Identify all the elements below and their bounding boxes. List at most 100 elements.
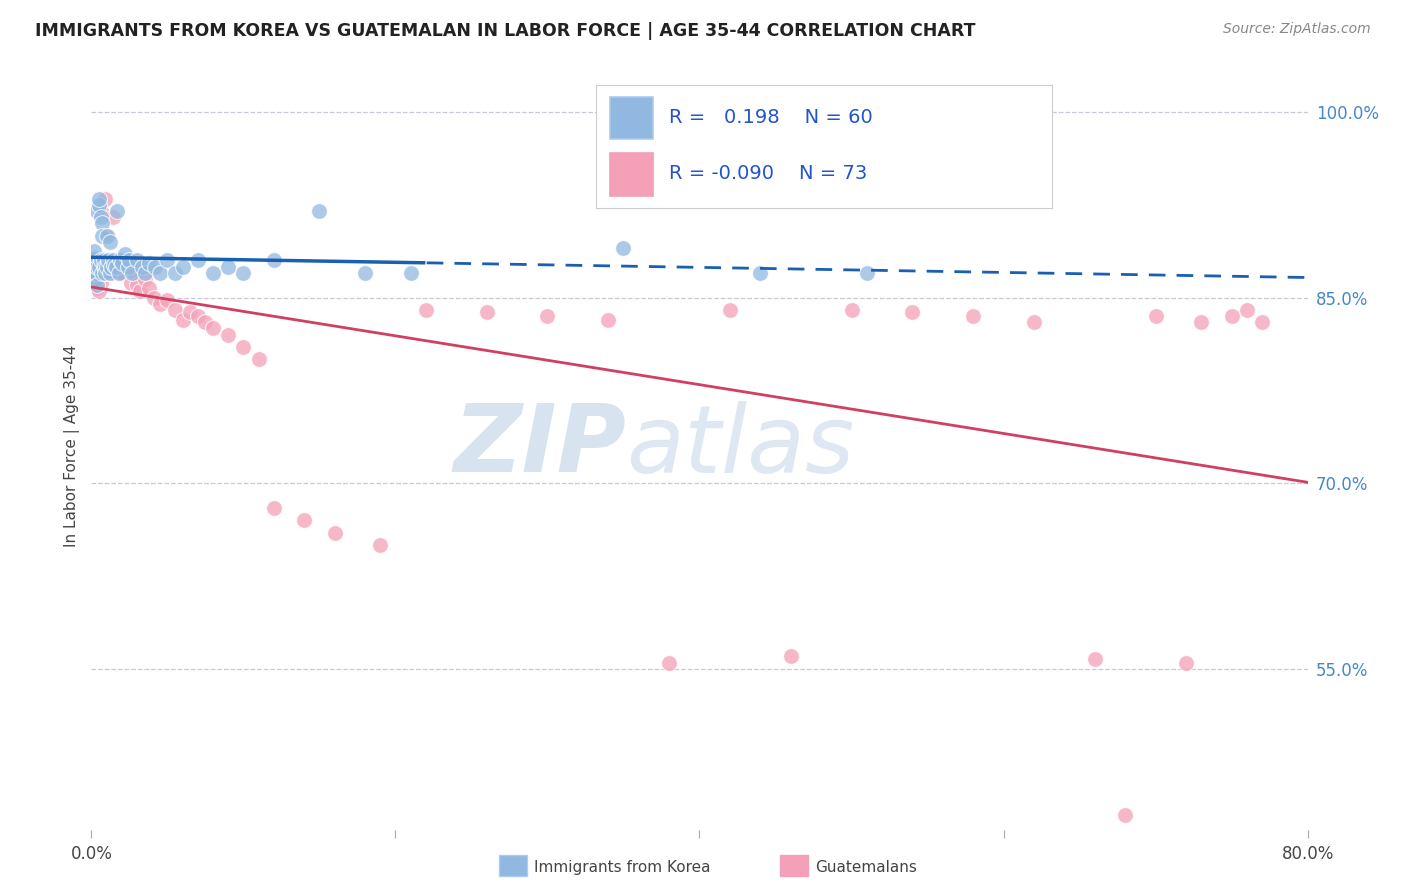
Point <box>91 266 114 280</box>
Point <box>87 260 110 274</box>
Point <box>194 315 217 329</box>
Point <box>114 253 136 268</box>
Point <box>93 253 115 268</box>
Point <box>84 266 107 280</box>
Point <box>87 192 110 206</box>
Point <box>82 260 104 274</box>
Point <box>143 260 166 274</box>
Point <box>98 235 121 249</box>
Point <box>202 266 225 280</box>
Text: Immigrants from Korea: Immigrants from Korea <box>534 860 711 874</box>
Point <box>1189 315 1212 329</box>
Point <box>232 266 254 280</box>
Point <box>354 266 377 280</box>
Point <box>100 260 122 274</box>
Point <box>217 327 239 342</box>
Point <box>901 305 924 319</box>
Point <box>104 260 127 274</box>
Point <box>598 313 620 327</box>
Point <box>156 253 179 268</box>
Point <box>149 266 172 280</box>
Point <box>86 260 108 274</box>
Point <box>87 285 110 299</box>
Point <box>89 210 111 224</box>
Point <box>1174 656 1197 670</box>
Point <box>83 272 105 286</box>
Point <box>107 266 129 280</box>
Point <box>149 296 172 310</box>
Point <box>163 266 186 280</box>
Point <box>107 266 129 280</box>
Point <box>536 309 558 323</box>
Point <box>105 203 128 218</box>
Point <box>308 203 330 218</box>
Point <box>100 260 122 274</box>
Point <box>91 266 114 280</box>
Point <box>84 256 107 270</box>
Y-axis label: In Labor Force | Age 35-44: In Labor Force | Age 35-44 <box>65 345 80 547</box>
Point <box>163 302 186 317</box>
Text: IMMIGRANTS FROM KOREA VS GUATEMALAN IN LABOR FORCE | AGE 35-44 CORRELATION CHART: IMMIGRANTS FROM KOREA VS GUATEMALAN IN L… <box>35 22 976 40</box>
Text: ZIP: ZIP <box>454 400 627 492</box>
Point <box>86 203 108 218</box>
Point <box>101 210 124 224</box>
Point <box>111 256 134 270</box>
Point <box>232 340 254 354</box>
Point <box>101 253 124 268</box>
Point <box>86 278 108 293</box>
Point <box>217 260 239 274</box>
Point <box>89 253 111 268</box>
Point <box>84 272 107 286</box>
Point <box>103 266 125 280</box>
Point <box>89 203 111 218</box>
Point <box>179 305 201 319</box>
Point <box>779 649 801 664</box>
Point <box>1144 309 1167 323</box>
Point <box>202 321 225 335</box>
Point <box>98 266 121 280</box>
Point <box>103 258 125 272</box>
Point <box>83 266 105 280</box>
Point <box>156 293 179 307</box>
Point <box>962 309 984 323</box>
Point <box>1114 807 1136 822</box>
Point <box>117 260 139 274</box>
Point <box>323 525 346 540</box>
Point <box>94 266 117 280</box>
Point <box>114 247 136 261</box>
Point <box>111 266 134 280</box>
Point <box>129 285 152 299</box>
Point <box>93 266 115 280</box>
Point <box>1022 315 1045 329</box>
Point <box>125 278 148 293</box>
Point <box>263 253 285 268</box>
Point <box>138 280 160 294</box>
Point <box>94 192 117 206</box>
Point <box>475 305 498 319</box>
Point <box>91 260 114 274</box>
Point <box>415 302 437 317</box>
Point <box>749 266 772 280</box>
Point <box>134 272 156 286</box>
Point <box>98 266 121 280</box>
Point <box>86 266 108 280</box>
Text: Source: ZipAtlas.com: Source: ZipAtlas.com <box>1223 22 1371 37</box>
Point <box>96 260 118 274</box>
Point <box>399 266 422 280</box>
Point <box>104 260 127 274</box>
Point <box>83 260 105 274</box>
Point <box>96 228 118 243</box>
Point <box>82 260 104 274</box>
Point <box>125 253 148 268</box>
Point <box>91 216 114 230</box>
Point <box>96 260 118 274</box>
Point <box>93 253 115 268</box>
Point <box>121 266 143 280</box>
Point <box>120 276 142 290</box>
Point <box>368 538 391 552</box>
Point <box>658 656 681 670</box>
Point <box>1251 315 1274 329</box>
Point <box>97 253 120 268</box>
Point <box>94 260 117 274</box>
Point <box>82 253 104 268</box>
